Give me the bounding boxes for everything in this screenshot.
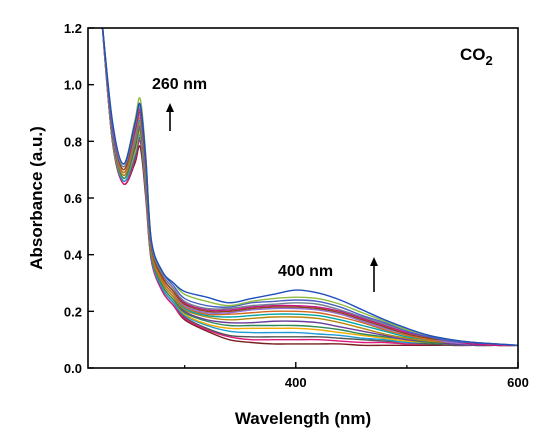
spectrum-line-12: [101, 28, 518, 347]
gas-label-subscript: 2: [486, 53, 493, 68]
arrow-400nm-head: [370, 257, 378, 266]
y-axis-title: Absorbance (a.u.): [27, 126, 46, 270]
spectrum-line-7: [101, 28, 518, 347]
spectrum-line-10: [101, 28, 518, 347]
y-tick-label: 1.0: [64, 78, 82, 93]
y-tick-label: 0.4: [64, 248, 83, 263]
y-axis: 0.0 0.2 0.4 0.6 0.8 1.0 1.2: [64, 21, 94, 376]
y-tick-label: 0.0: [64, 361, 82, 376]
series-layer: [101, 28, 518, 347]
spectrum-line-14: [101, 28, 518, 347]
spectrum-line-2: [101, 28, 518, 347]
x-tick-label: 400: [285, 375, 307, 390]
y-tick-label: 0.2: [64, 304, 82, 319]
spectrum-line-9: [101, 28, 518, 347]
gas-label: CO2: [460, 45, 493, 68]
x-tick-label: 600: [507, 375, 529, 390]
spectrum-line-15: [101, 28, 518, 347]
spectrum-line-1: [101, 28, 518, 347]
annotation-260nm: 260 nm: [152, 76, 207, 93]
x-axis: 400 600: [184, 362, 529, 390]
x-axis-title: Wavelength (nm): [235, 409, 371, 428]
spectrum-line-3: [101, 28, 518, 347]
spectrum-line-6: [101, 28, 518, 347]
spectrum-line-4: [101, 28, 518, 347]
spectrum-line-16: [101, 28, 518, 347]
y-tick-label: 0.8: [64, 134, 82, 149]
spectrum-line-8: [101, 28, 518, 347]
arrow-260nm-head: [166, 103, 174, 112]
y-tick-label: 1.2: [64, 21, 82, 36]
gas-label-main: CO: [460, 45, 486, 64]
spectrum-line-5: [101, 28, 518, 347]
y-tick-label: 0.6: [64, 191, 82, 206]
spectrum-line-13: [101, 28, 518, 347]
spectrum-line-11: [101, 28, 518, 347]
spectrum-line-17: [101, 28, 518, 347]
annotation-400nm: 400 nm: [278, 263, 333, 280]
